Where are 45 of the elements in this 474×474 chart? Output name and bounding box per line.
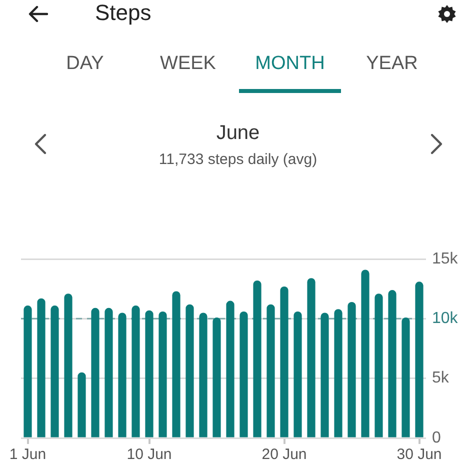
bar: [374, 294, 383, 438]
y-tick-label: 0: [432, 429, 441, 446]
bar: [104, 308, 113, 438]
x-tick-label: 30 Jun: [396, 446, 442, 464]
x-tick-label: 20 Jun: [262, 446, 307, 464]
bar: [186, 304, 194, 438]
bar: [280, 286, 288, 438]
bar: [388, 290, 396, 438]
bar: [294, 312, 302, 438]
bar: [199, 312, 208, 438]
bar: [307, 278, 316, 438]
y-tick-label: 10k: [432, 310, 459, 328]
bar: [253, 280, 262, 438]
text: DAY: [66, 52, 104, 76]
text: MONTH: [255, 52, 325, 76]
x-tick-label: 10 Jun: [126, 446, 172, 464]
chart-subtitle: 11,733 steps daily (avg): [158, 151, 318, 169]
bar: [334, 309, 342, 438]
bar: [64, 294, 72, 438]
chart-title: June: [216, 121, 260, 145]
text: Steps: [95, 0, 152, 26]
bar: [320, 312, 329, 438]
bar: [118, 312, 126, 438]
bar: [212, 317, 221, 438]
bar: [348, 302, 356, 438]
bar: [132, 306, 140, 438]
bar: [415, 282, 424, 438]
text: WEEK: [160, 52, 216, 76]
bar: [172, 291, 180, 438]
bar: [91, 308, 100, 438]
bar: [361, 270, 370, 438]
bar: [402, 317, 410, 438]
text: YEAR: [366, 52, 418, 76]
y-tick-label: 5k: [432, 370, 450, 387]
bar: [24, 306, 32, 438]
bar: [226, 300, 234, 438]
bar: [266, 304, 275, 438]
bar: [37, 298, 46, 438]
y-tick-label: 15k: [432, 250, 459, 268]
bar: [145, 310, 154, 438]
bar: [78, 372, 86, 438]
x-tick-label: 1 Jun: [9, 446, 46, 464]
bar: [50, 306, 59, 438]
bar: [158, 312, 167, 438]
bar: [240, 312, 248, 438]
